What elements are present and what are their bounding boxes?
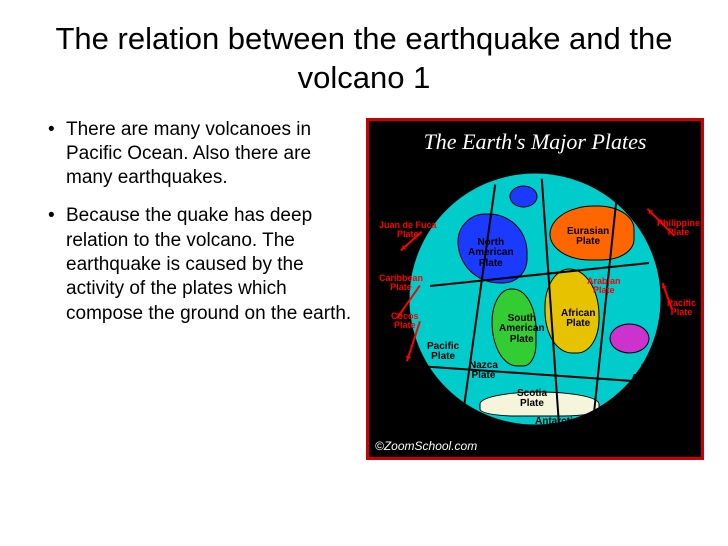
list-item: There are many volcanoes in Pacific Ocea… <box>48 118 358 191</box>
plate-label: NorthAmericanPlate <box>468 238 514 270</box>
plate-label: EurasianPlate <box>567 227 609 248</box>
continent-greenland <box>510 185 538 207</box>
plate-label: ArabianPlate <box>587 277 621 296</box>
plate-label: Juan de FucaPlate <box>379 221 437 240</box>
page-title: The relation between the earthquake and … <box>0 0 728 108</box>
plate-boundary-line <box>420 365 660 384</box>
plate-label: SouthAmericanPlate <box>499 314 545 346</box>
plate-label: Antarctic Plate <box>535 417 605 428</box>
continent-australia <box>610 323 650 353</box>
figure-title: The Earth's Major Plates <box>369 121 701 159</box>
plate-label: PhilippinePlate <box>657 219 700 238</box>
figure-credit: ©ZoomSchool.com <box>375 439 477 453</box>
plate-label: PacificPlate <box>427 342 459 363</box>
plate-label: ScotiaPlate <box>517 389 547 410</box>
plates-figure: The Earth's Major Plates NorthAmericanPl… <box>366 118 704 460</box>
plate-label: AfricanPlate <box>561 309 595 330</box>
plate-label: NazcaPlate <box>469 361 498 382</box>
list-item: Because the quake has deep relation to t… <box>48 204 358 326</box>
bullet-list: There are many volcanoes in Pacific Ocea… <box>48 118 358 460</box>
plate-label: IndianAustralianPlate <box>631 364 680 396</box>
content-row: There are many volcanoes in Pacific Ocea… <box>0 108 728 460</box>
globe-wrap: NorthAmericanPlate EurasianPlate AfricanPl… <box>369 159 701 439</box>
